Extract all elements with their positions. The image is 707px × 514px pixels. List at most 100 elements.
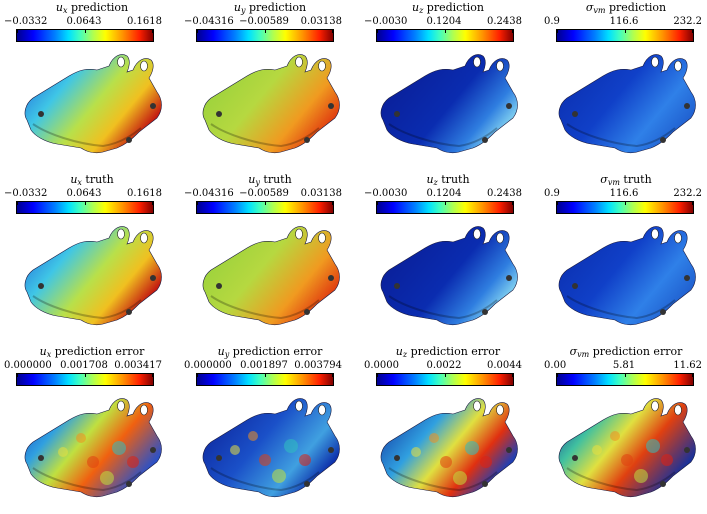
- title-suffix: truth: [437, 173, 470, 186]
- colorbar-tick-mark: [377, 374, 378, 377]
- tick-mid-label: 0.0643: [66, 16, 102, 27]
- colorbar-ticks: −0.0332 0.0643 0.1618: [2, 188, 166, 200]
- colorbar-tick-mark: [265, 30, 266, 33]
- tick-min-label: 0.0000: [364, 360, 399, 371]
- bracket-body: [558, 226, 696, 326]
- tick-mid-label: 0.1204: [426, 188, 462, 199]
- error-hotspot: [76, 433, 86, 443]
- colorbar-ticks: 0.0000 0.0022 0.0044: [362, 360, 526, 372]
- colorbar: [376, 201, 514, 214]
- colorbar: [556, 29, 694, 42]
- panel-svm-prediction: σvm prediction 0.9 116.6 232.2: [538, 0, 707, 170]
- tick-min-label: −0.0030: [364, 188, 408, 199]
- title-suffix: prediction error: [229, 345, 323, 358]
- colorbar-tick-mark: [152, 374, 153, 377]
- panel-title: uz prediction: [360, 2, 536, 17]
- tick-max-label: 0.003794: [294, 360, 342, 371]
- colorbar-tick-mark: [85, 202, 86, 205]
- title-subscript: x: [46, 350, 52, 359]
- tick-max-label: 11.62: [673, 360, 702, 371]
- bolt-hole: [506, 447, 512, 453]
- bracket-edge-shade: [566, 467, 676, 492]
- colorbar: [16, 373, 154, 386]
- colorbar: [556, 373, 694, 386]
- bracket-mesh-render: [24, 54, 162, 154]
- colorbar-tick-mark: [265, 374, 266, 377]
- title-variable: u: [395, 345, 403, 358]
- error-hotspot: [634, 469, 648, 483]
- lug-hole: [674, 232, 682, 244]
- error-hotspot: [299, 454, 311, 466]
- error-hotspot: [661, 454, 673, 466]
- bracket-edge-shade: [566, 123, 676, 148]
- colorbar-tick-mark: [332, 30, 333, 33]
- tick-max-label: 0.03138: [300, 16, 342, 27]
- error-hotspot: [440, 456, 452, 468]
- lug-hole: [117, 400, 125, 412]
- colorbar: [376, 373, 514, 386]
- bolt-hole: [328, 103, 334, 109]
- bolt-hole: [126, 309, 132, 315]
- error-hotspot: [272, 469, 286, 483]
- bracket-edge-shade: [566, 295, 676, 320]
- bracket-edge-shade: [388, 295, 498, 320]
- lug-hole: [496, 404, 504, 416]
- colorbar-tick-mark: [152, 30, 153, 33]
- colorbar-tick-mark: [85, 30, 86, 33]
- error-hotspot: [259, 454, 271, 466]
- bolt-hole: [572, 111, 578, 117]
- tick-max-label: 0.2438: [487, 188, 522, 199]
- title-variable: u: [248, 173, 256, 186]
- colorbar-tick-mark: [85, 374, 86, 377]
- bolt-hole: [150, 275, 156, 281]
- bolt-hole: [150, 103, 156, 109]
- lug-hole: [295, 228, 303, 240]
- bolt-hole: [684, 275, 690, 281]
- panel-title: σvm truth: [538, 174, 707, 189]
- bracket-mesh-render: [558, 398, 696, 498]
- error-hotspot: [230, 445, 240, 455]
- panel-ux-error: ux prediction error 0.000000 0.001708 0.003…: [4, 344, 180, 514]
- tick-mid-label: −0.00589: [239, 16, 289, 27]
- colorbar: [556, 201, 694, 214]
- bolt-hole: [126, 137, 132, 143]
- error-hotspot: [112, 441, 126, 455]
- colorbar-ticks: 0.000000 0.001897 0.003794: [182, 360, 346, 372]
- title-subscript: y: [255, 178, 260, 187]
- title-subscript: y: [240, 6, 246, 15]
- colorbar-tick-mark: [625, 374, 626, 377]
- bolt-hole: [572, 283, 578, 289]
- bracket-body: [24, 398, 162, 498]
- colorbar-ticks: 0.9 116.6 232.2: [542, 188, 706, 200]
- panel-title: uy truth: [182, 174, 358, 189]
- bracket-edge-shade: [32, 123, 142, 148]
- bracket-mesh-render: [24, 226, 162, 326]
- lug-hole: [318, 232, 326, 244]
- bolt-hole: [304, 481, 310, 487]
- panel-title: uy prediction: [182, 2, 358, 17]
- panel-svm-truth: σvm truth 0.9 116.6 232.2: [538, 172, 707, 342]
- title-suffix: prediction error: [407, 345, 501, 358]
- tick-mid-label: 5.81: [612, 360, 636, 371]
- bolt-hole: [684, 103, 690, 109]
- title-subscript: vm: [577, 350, 590, 359]
- colorbar-ticks: 0.00 5.81 11.62: [542, 360, 706, 372]
- panel-uy-truth: uy truth −0.04316 −0.00589 0.03138: [182, 172, 358, 342]
- title-suffix: prediction: [605, 1, 667, 14]
- tick-min-label: 0.9: [544, 188, 560, 199]
- title-variable: u: [233, 1, 241, 14]
- colorbar: [376, 29, 514, 42]
- panel-title: ux prediction: [4, 2, 180, 17]
- title-subscript: vm: [593, 6, 606, 15]
- colorbar-ticks: −0.0332 0.0643 0.1618: [2, 16, 166, 28]
- error-hotspot: [646, 439, 660, 453]
- bolt-hole: [482, 481, 488, 487]
- title-variable: u: [217, 345, 225, 358]
- colorbar-tick-mark: [265, 202, 266, 205]
- tick-mid-label: 0.0022: [426, 360, 462, 371]
- lug-hole: [651, 228, 659, 240]
- panel-title: uz prediction error: [360, 346, 536, 361]
- panel-title: ux truth: [4, 174, 180, 189]
- title-suffix: prediction: [423, 1, 484, 14]
- colorbar-tick-mark: [692, 202, 693, 205]
